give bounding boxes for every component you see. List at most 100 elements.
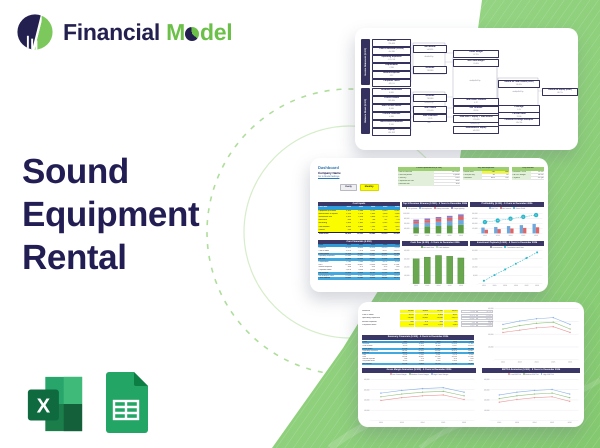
flowchart-box: Revenue 736,860 [372, 39, 411, 47]
svg-text:30,000: 30,000 [404, 227, 409, 230]
flowchart-canvas: Income Statement ($ 000) Balance Sheet ($… [355, 28, 578, 150]
table-header-row: $ 000 2022 2023 2024 2025 2026 [362, 340, 474, 344]
forecast-screenshot-card[interactable]: Revenue Cost of sales Operating expenses In… [358, 302, 584, 427]
svg-text:2026: 2026 [568, 360, 572, 363]
svg-text:30,000: 30,000 [488, 320, 494, 323]
svg-text:10,000: 10,000 [404, 274, 409, 277]
svg-text:2025: 2025 [524, 284, 528, 287]
yearly-button: Yearly [340, 184, 357, 191]
svg-text:45,000: 45,000 [472, 217, 477, 220]
flowchart-box: Net Income 146,631 [413, 45, 447, 53]
flowchart-box: Gross margin 87.2% [453, 50, 499, 58]
svg-text:60,000: 60,000 [472, 212, 477, 215]
flowchart-box: Total Asset Turnover 4.27 [453, 98, 499, 106]
svg-text:2023: 2023 [425, 234, 429, 237]
table-header-row: $ 000 2022 2023 2024 2025 2026 [318, 244, 400, 248]
dashboard-title: Dashboard [318, 165, 339, 170]
flowchart-box: Return on Total Assets (ROA) 85.0% [498, 80, 540, 88]
flowchart-operator: divided by [470, 122, 480, 125]
parameters-table: Current parameters ($ 000) Start of forec… [398, 167, 460, 187]
assumptions-table: Key assumptions Rental units 120 180 Price p… [463, 167, 509, 181]
svg-text:2022: 2022 [379, 421, 383, 424]
summary-table: $ 000 2022 2023 2024 2025 2026 Revenue 43,800 49… [362, 340, 474, 365]
table-row: Utilization 62% 71% [463, 176, 509, 181]
input-label: Operating expenses [362, 317, 380, 319]
table-row: EBITDA 18,834 21,440 24,261 27,309 30,599 [362, 351, 474, 354]
svg-text:42: 42 [497, 219, 499, 222]
svg-text:2024: 2024 [535, 360, 539, 363]
gross-margin-chart: Gross Margin Scenarios ($ 000) - 5 Years… [362, 368, 476, 424]
svg-text:2022: 2022 [483, 234, 487, 237]
table-row: Marketing 1,850 1,943 2,040 2,142 2,249 [318, 222, 400, 226]
flowchart-box: Depreciation -7,381 [372, 63, 411, 71]
svg-text:-: - [477, 233, 478, 235]
svg-text:60,000: 60,000 [404, 222, 409, 225]
calc-row: -534 -598 [461, 320, 493, 324]
svg-text:10,000: 10,000 [488, 346, 494, 349]
svg-text:2026: 2026 [459, 234, 463, 237]
svg-text:2025: 2025 [448, 284, 452, 287]
summary-band: Summary Financials ($ 000) - 5 Years to … [362, 335, 474, 340]
flowchart-box: Net Profit Margin 19.9% [453, 59, 499, 67]
revenue-streams-chart: Top 5 Revenue Streams ($ 000) - 5 Years … [402, 202, 468, 237]
svg-text:2025: 2025 [521, 234, 525, 237]
page-title: Sound Equipment Rental [22, 152, 200, 277]
input-row: -6,570 -7,479 -8,463 -9,527 [400, 313, 458, 317]
input-label: Revenue [362, 310, 371, 312]
core-financials-table: Core Financials ($ 000) $ 000 2022 2023 2024… [318, 240, 400, 281]
table-row: Corporate tax rate 25% [398, 180, 460, 184]
svg-text:2026: 2026 [535, 284, 539, 287]
svg-text:-: - [489, 420, 490, 422]
svg-text:40,000: 40,000 [404, 249, 409, 252]
flowchart-screenshot-card[interactable]: Income Statement ($ 000) Balance Sheet ($… [355, 28, 578, 150]
table-row: Warehouse rent 2,400 2,520 2,646 2,778 2,917 [318, 215, 400, 220]
table-row: EBIT 16,644 18,947 21,440 24,133 27,041 [318, 263, 400, 266]
google-sheets-icon[interactable] [99, 371, 153, 435]
svg-text:8,000: 8,000 [473, 274, 477, 277]
svg-text:20,000: 20,000 [484, 398, 489, 401]
flowchart-operator: and [427, 122, 431, 124]
svg-text:10,000: 10,000 [364, 409, 369, 412]
section-band: Core Financials ($ 000) [318, 240, 400, 245]
dashboard-screenshot-card[interactable]: Dashboard Company Name Go to Model Setti… [310, 158, 548, 292]
table-row: Interest expense -329 -374 -423 -476 -534 [362, 358, 474, 361]
flowchart-box: Equity 165,293 [372, 128, 411, 136]
flowchart-box: Total Liabilities 7,176 [413, 114, 447, 122]
svg-text:2022: 2022 [414, 234, 418, 237]
svg-text:2026: 2026 [462, 421, 466, 424]
forecast-lines-chart: 40,000 30,000 20,000 10,000 - 2022 2023 2024 202… [486, 307, 580, 363]
svg-text:2022: 2022 [501, 360, 505, 363]
flowchart-box: Non-Current Liabilities 2,191 [372, 120, 411, 128]
table-header-row: Cost item 2022 2023 2024 2025 2026 [318, 206, 400, 210]
calc-row: 71,160 79,700 [461, 310, 493, 314]
svg-text:120,000: 120,000 [403, 212, 409, 215]
table-row: Rental units 120 180 [463, 170, 509, 174]
svg-text:2023: 2023 [503, 284, 507, 287]
svg-text:2024: 2024 [436, 234, 440, 237]
svg-text:2023: 2023 [515, 421, 519, 424]
svg-text:2025: 2025 [550, 421, 554, 424]
svg-text:-: - [409, 283, 410, 285]
table-row: Gross profit 37,230 42,381 47,957 53,983 60,4… [318, 252, 400, 256]
excel-icon[interactable]: X [24, 373, 86, 435]
svg-text:10,000: 10,000 [484, 409, 489, 412]
svg-text:2023: 2023 [400, 421, 404, 424]
svg-text:30,000: 30,000 [364, 388, 369, 391]
svg-text:2023: 2023 [425, 284, 429, 287]
svg-text:2024: 2024 [514, 284, 518, 287]
table-row: Interest expense -329 -374 -423 -476 -534 [318, 266, 400, 269]
svg-text:60: 60 [535, 213, 537, 216]
calc-row: -10,674 -11,956 [461, 313, 493, 317]
table-row: Cash balance 10,046 21,483 34,425 48,992 65,3… [318, 277, 400, 281]
input-label: Interest expense [362, 320, 377, 323]
flowchart-box: Corporate Taxes -62,574 [372, 79, 411, 87]
table-row: EBITDA margin 38.2% [512, 173, 544, 177]
logo-mark-icon [17, 14, 53, 50]
svg-text:2024: 2024 [436, 284, 440, 287]
input-row: -4,079 -4,643 -5,254 -5,914 [400, 324, 458, 328]
flowchart-operator: multiplied by [512, 91, 524, 93]
table-row: Payback 2.6 yrs [512, 176, 544, 181]
svg-text:2025: 2025 [551, 360, 555, 363]
